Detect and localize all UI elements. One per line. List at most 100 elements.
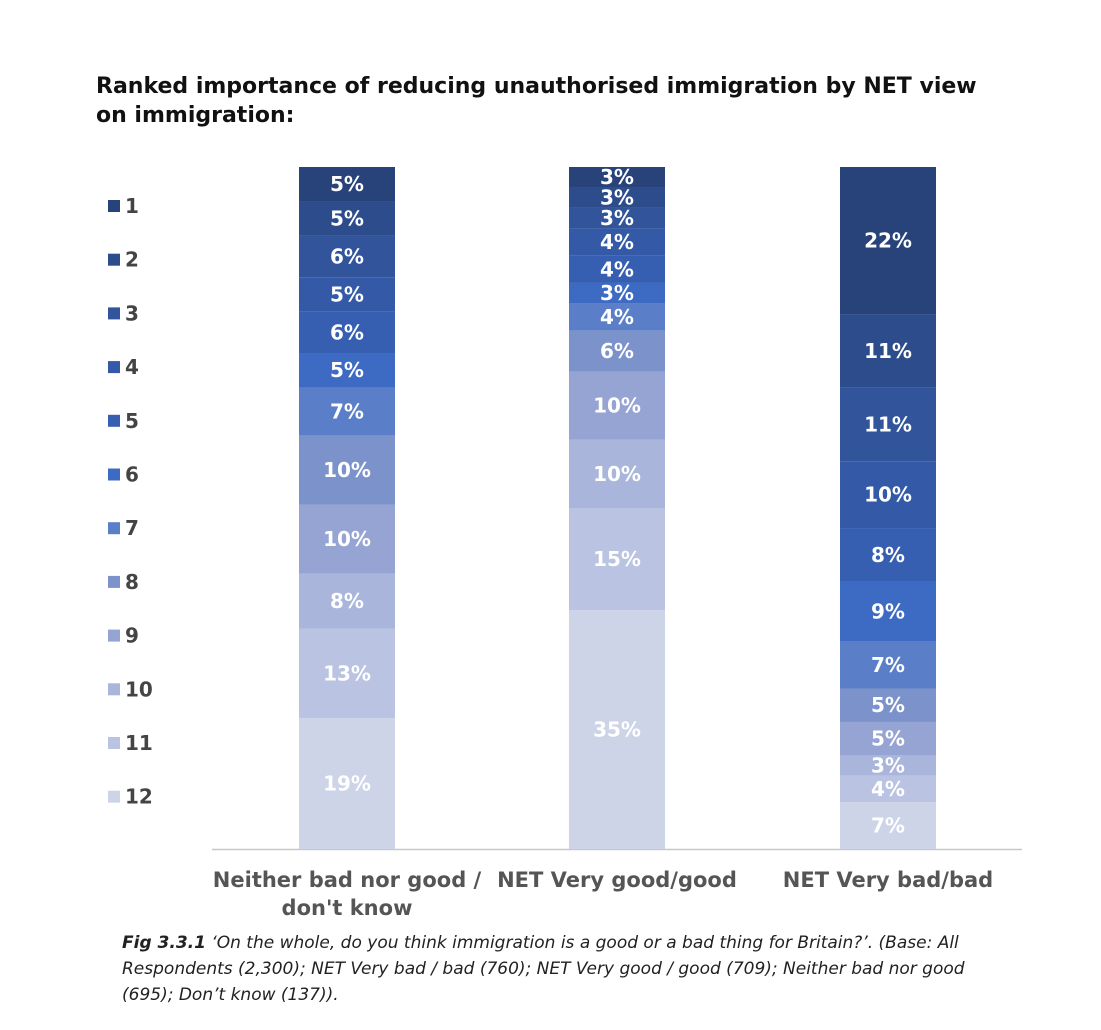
data-label: 4% [600,257,634,281]
legend-swatch [108,629,120,642]
bar-segment [840,461,936,529]
bar-segment [569,508,665,611]
legend-label: 7 [125,516,139,540]
data-label: 11% [864,412,912,436]
legend-label: 10 [125,677,153,701]
data-label: 10% [323,527,371,551]
data-label: 7% [330,400,364,424]
bar-segment [299,718,395,849]
bar-segment [569,330,665,372]
data-label: 35% [593,718,641,742]
legend-swatch [108,683,120,696]
legend-label: 9 [125,624,139,648]
bar-segment [299,201,395,236]
bar-segment [569,371,665,440]
bar-segment [299,628,395,719]
data-label: 6% [330,245,364,269]
data-label: 5% [330,282,364,306]
bar-segment [299,387,395,436]
data-label: 4% [600,305,634,329]
legend-swatch [108,522,120,535]
x-tick-label: NET Very good/good [497,868,737,892]
data-label: 19% [323,772,371,796]
bar-segment [840,721,936,756]
x-tick-label: Neither bad nor good / don't know [213,868,482,920]
bar-segment [840,581,936,642]
bar-segment [840,641,936,689]
data-label: 4% [600,230,634,254]
bar-segment [569,610,665,849]
data-label: 5% [871,727,905,751]
bar-segment [840,167,936,315]
bar-segment [299,504,395,574]
data-label: 22% [864,229,912,253]
legend-label: 8 [125,570,139,594]
bar-segment [840,802,936,849]
legend-swatch [108,307,120,320]
data-label: 4% [871,777,905,801]
figure-label: Fig 3.3.1 [122,933,206,953]
legend-label: 11 [125,731,153,755]
legend-label: 3 [125,301,139,325]
legend-label: 6 [125,463,139,487]
data-label: 10% [864,483,912,507]
data-label: 3% [600,281,634,305]
bar-segment [840,314,936,388]
bar-segment [299,353,395,388]
data-label: 13% [323,661,371,685]
bar-segment [299,277,395,312]
data-label: 8% [871,543,905,567]
caption-text: ‘On the whole, do you think immigration … [122,933,965,1005]
data-label: 5% [330,172,364,196]
bar-segment [569,167,665,188]
data-label: 6% [330,320,364,344]
data-label: 5% [871,693,905,717]
legend-label: 1 [125,194,139,218]
bar-segment [299,435,395,505]
bar-segment [840,387,936,462]
chart-title: Ranked importance of reducing unauthoris… [96,74,977,128]
data-label: 3% [600,165,634,189]
bar-segment [569,228,665,256]
legend-swatch [108,575,120,588]
bar-segment [569,187,665,208]
data-label: 3% [600,186,634,210]
legend-label: 2 [125,248,139,272]
legend-swatch [108,253,120,266]
legend-label: 4 [125,355,139,379]
bar-segment [840,688,936,722]
legend-swatch [108,790,120,803]
data-label: 5% [330,207,364,231]
bar-segment [569,255,665,283]
bar-segment [840,528,936,582]
data-label: 8% [330,589,364,613]
data-label: 9% [871,600,905,624]
figure-caption: Fig 3.3.1 ‘On the whole, do you think im… [122,930,1002,1008]
bar-segment [840,755,936,776]
stacked-bar-chart: 19%13%8%10%10%7%5%6%5%6%5%5%Neither bad … [108,165,1022,920]
data-label: 15% [593,547,641,571]
data-label: 10% [323,458,371,482]
bar-segment [840,775,936,803]
legend-swatch [108,468,120,481]
bar-segment [299,235,395,278]
data-label: 10% [593,462,641,486]
legend-swatch [108,737,120,749]
legend-swatch [108,414,120,427]
data-label: 7% [871,653,905,677]
legend-label: 12 [125,785,153,809]
bar-segment [299,311,395,353]
data-label: 3% [871,753,905,777]
data-label: 5% [330,358,364,382]
legend-swatch [108,200,120,212]
legend-swatch [108,361,120,374]
data-label: 10% [593,394,641,418]
data-label: 7% [871,814,905,838]
bar-segment [569,439,665,508]
x-tick-label: NET Very bad/bad [783,868,993,892]
data-label: 11% [864,339,912,363]
bar-segment [299,573,395,629]
data-label: 3% [600,206,634,230]
bar-segment [569,303,665,331]
data-label: 6% [600,339,634,363]
